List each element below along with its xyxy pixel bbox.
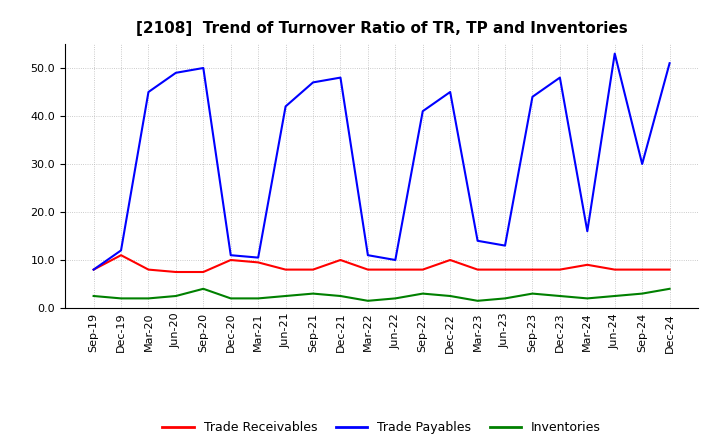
Trade Payables [611,51,619,56]
Trade Payables [500,243,509,248]
Inventories [638,291,647,296]
Trade Receivables [665,267,674,272]
Trade Payables [364,253,372,258]
Trade Payables [528,94,537,99]
Inventories [89,293,98,299]
Trade Payables [89,267,98,272]
Trade Receivables [226,257,235,263]
Inventories [611,293,619,299]
Legend: Trade Receivables, Trade Payables, Inventories: Trade Receivables, Trade Payables, Inven… [157,416,606,439]
Trade Receivables [500,267,509,272]
Trade Payables [117,248,125,253]
Trade Payables [556,75,564,80]
Trade Receivables [638,267,647,272]
Trade Receivables [446,257,454,263]
Trade Receivables [473,267,482,272]
Inventories [226,296,235,301]
Trade Receivables [144,267,153,272]
Trade Receivables [171,269,180,275]
Inventories [144,296,153,301]
Inventories [556,293,564,299]
Trade Receivables [364,267,372,272]
Trade Payables [282,104,290,109]
Trade Receivables [391,267,400,272]
Inventories [583,296,592,301]
Trade Receivables [309,267,318,272]
Trade Payables [199,66,207,71]
Trade Receivables [611,267,619,272]
Trade Payables [583,228,592,234]
Inventories [473,298,482,304]
Trade Payables [171,70,180,75]
Line: Inventories: Inventories [94,289,670,301]
Trade Receivables [556,267,564,272]
Trade Payables [336,75,345,80]
Inventories [418,291,427,296]
Trade Receivables [583,262,592,268]
Inventories [665,286,674,291]
Inventories [282,293,290,299]
Trade Receivables [89,267,98,272]
Inventories [171,293,180,299]
Trade Payables [309,80,318,85]
Trade Receivables [254,260,263,265]
Trade Receivables [336,257,345,263]
Trade Receivables [418,267,427,272]
Inventories [336,293,345,299]
Trade Receivables [117,253,125,258]
Trade Receivables [282,267,290,272]
Inventories [309,291,318,296]
Trade Payables [638,161,647,167]
Trade Receivables [199,269,207,275]
Inventories [199,286,207,291]
Inventories [364,298,372,304]
Line: Trade Payables: Trade Payables [94,54,670,270]
Inventories [391,296,400,301]
Inventories [500,296,509,301]
Trade Payables [144,89,153,95]
Trade Payables [473,238,482,243]
Trade Payables [418,109,427,114]
Inventories [254,296,263,301]
Trade Payables [665,61,674,66]
Line: Trade Receivables: Trade Receivables [94,255,670,272]
Trade Payables [391,257,400,263]
Trade Payables [226,253,235,258]
Inventories [117,296,125,301]
Inventories [446,293,454,299]
Inventories [528,291,537,296]
Title: [2108]  Trend of Turnover Ratio of TR, TP and Inventories: [2108] Trend of Turnover Ratio of TR, TP… [136,21,627,36]
Trade Payables [254,255,263,260]
Trade Receivables [528,267,537,272]
Trade Payables [446,89,454,95]
